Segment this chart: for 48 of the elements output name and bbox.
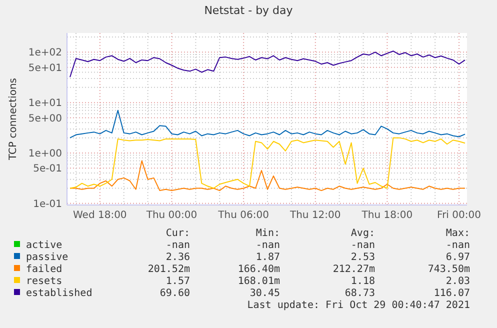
legend-label: passive <box>26 252 68 263</box>
x-tick-label: Thu 06:00 <box>217 210 269 221</box>
line-series <box>69 110 466 138</box>
line-series <box>69 50 466 78</box>
chart-title: Netstat - by day <box>204 4 294 17</box>
text: 1.57 <box>166 276 190 287</box>
text: Avg: <box>350 228 375 239</box>
y-tick-label: 1e+02 <box>28 48 62 59</box>
text: 116.07 <box>434 288 470 299</box>
text: Last update: Fri Oct 29 00:40:47 2021 <box>247 300 470 311</box>
text: 201.52m <box>148 264 190 275</box>
text: 30.45 <box>250 288 280 299</box>
text: 68.73 <box>344 288 375 299</box>
text: -nan <box>256 240 280 251</box>
text: 2.53 <box>350 252 375 263</box>
text: 2.36 <box>166 252 190 263</box>
text: 6.97 <box>446 252 470 263</box>
line-series <box>69 137 466 189</box>
text: 168.01m <box>238 276 280 287</box>
text: Min: <box>256 228 280 239</box>
legend-label: resets <box>26 276 62 287</box>
x-tick-label: Fri 00:00 <box>437 210 481 221</box>
text: -nan <box>446 240 470 251</box>
text: -nan <box>350 240 375 251</box>
x-tick-label: Thu 00:00 <box>145 210 198 221</box>
x-tick-label: Thu 12:00 <box>288 210 341 221</box>
legend-label: established <box>26 288 92 299</box>
y-tick-label: 5e-01 <box>33 164 62 175</box>
y-tick-label: 1e+01 <box>28 98 62 110</box>
x-tick-label: Wed 18:00 <box>73 210 127 221</box>
y-axis-title: TCP connections <box>8 78 19 162</box>
text: 743.50m <box>428 264 470 275</box>
text: 1.18 <box>350 276 375 287</box>
x-tick-label: Thu 18:00 <box>360 210 413 221</box>
text: 2.03 <box>446 276 470 287</box>
text: -nan <box>166 240 190 251</box>
text: 69.60 <box>160 288 190 299</box>
text: 212.27m <box>332 264 375 275</box>
text: 1.87 <box>256 252 280 263</box>
legend-label: active <box>26 240 62 251</box>
legend-label: failed <box>26 264 62 275</box>
text: 166.40m <box>238 264 280 275</box>
y-tick-label: 5e+00 <box>28 113 62 124</box>
y-tick-label: 1e+00 <box>28 148 62 160</box>
text: Cur: <box>166 228 190 239</box>
y-tick-label: 5e+01 <box>28 62 62 74</box>
y-tick-label: 1e-01 <box>33 198 62 210</box>
text: Max: <box>446 228 470 239</box>
